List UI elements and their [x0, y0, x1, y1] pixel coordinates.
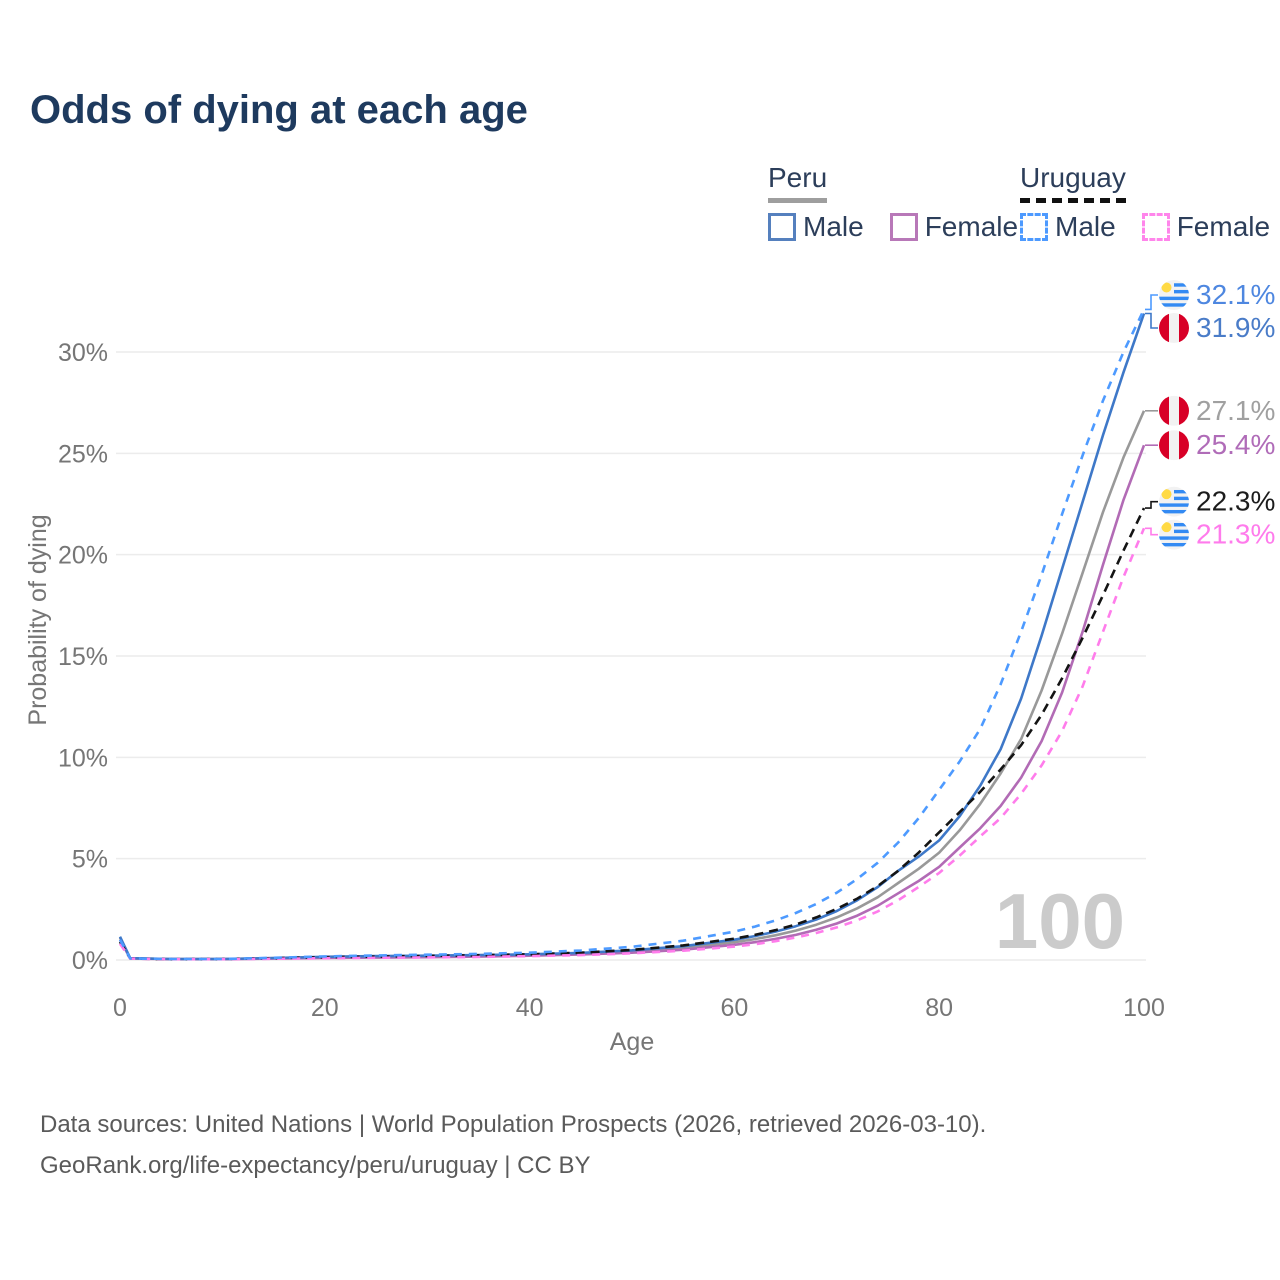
end-label-peru: 27.1% [1145, 395, 1275, 426]
x-tick-label: 40 [516, 994, 544, 1022]
end-label-value: 31.9% [1196, 312, 1275, 343]
series-line-peru-female[interactable] [118, 444, 1146, 961]
legend-group-uruguay: Uruguay Male Female [1020, 162, 1270, 243]
y-tick-label: 10% [58, 744, 108, 772]
data-sources-text: Data sources: United Nations | World Pop… [40, 1111, 987, 1138]
x-tick-label: 80 [925, 994, 953, 1022]
end-label-value: 27.1% [1196, 395, 1275, 426]
page-title: Odds of dying at each age [30, 88, 528, 132]
peru-male-swatch-icon [768, 213, 796, 241]
x-tick-label: 20 [311, 994, 339, 1022]
legend-item-uruguay-male[interactable]: Male [1020, 211, 1116, 243]
end-label-peru-female: 25.4% [1145, 429, 1275, 461]
y-axis-title: Probability of dying [24, 514, 52, 725]
uruguay-female-swatch-icon [1141, 213, 1170, 241]
end-label-peru-male: 31.9% [1145, 312, 1275, 343]
legend-item-uruguay-female[interactable]: Female [1141, 211, 1271, 243]
y-tick-label: 20% [58, 542, 108, 570]
legend-item-peru-female[interactable]: Female [889, 211, 1019, 243]
legend-label: Female [924, 211, 1019, 242]
label-connector [1145, 312, 1158, 329]
legend-label: Male [803, 211, 864, 242]
legend-country-peru[interactable]: Peru [768, 162, 828, 203]
end-label-value: 21.3% [1196, 519, 1275, 550]
y-tick-label: 0% [72, 947, 108, 975]
x-tick-label: 0 [113, 994, 127, 1022]
peru-flag-icon [1159, 395, 1189, 426]
x-tick-label: 100 [1123, 994, 1165, 1022]
legend-label: Female [1176, 211, 1271, 242]
peru-female-swatch-icon [889, 213, 918, 241]
y-tick-label: 15% [58, 643, 108, 671]
series-line-uruguay-male[interactable] [118, 308, 1146, 961]
uruguay-male-swatch-icon [1020, 213, 1048, 241]
label-connector [1145, 527, 1158, 536]
peru-flag-icon [1159, 312, 1189, 343]
y-tick-label: 25% [58, 440, 108, 468]
x-tick-label: 60 [720, 994, 748, 1022]
uruguay-flag-icon [1159, 486, 1189, 517]
legend-item-peru-male[interactable]: Male [768, 211, 864, 243]
series-line-uruguay-female[interactable] [118, 527, 1146, 961]
y-tick-label: 30% [58, 339, 108, 367]
end-label-value: 22.3% [1196, 486, 1275, 517]
series-line-peru-male[interactable] [118, 313, 1146, 961]
legend-country-uruguay[interactable]: Uruguay [1020, 162, 1126, 203]
end-label-uruguay-male: 32.1% [1145, 279, 1275, 311]
end-label-value: 32.1% [1196, 279, 1275, 310]
end-label-uruguay: 22.3% [1145, 486, 1275, 517]
legend-label: Male [1055, 211, 1116, 242]
series-line-uruguay[interactable] [118, 507, 1146, 961]
label-connector [1145, 500, 1158, 509]
attribution-text: GeoRank.org/life-expectancy/peru/uruguay… [40, 1152, 591, 1179]
y-tick-label: 5% [72, 846, 108, 874]
label-connector [1145, 294, 1158, 311]
series-line-peru[interactable] [118, 410, 1146, 961]
uruguay-flag-icon [1159, 279, 1189, 310]
end-label-value: 25.4% [1196, 429, 1275, 460]
legend-group-peru: Peru Male Female [768, 162, 1018, 243]
peru-flag-icon [1159, 430, 1189, 461]
x-axis-title: Age [610, 1028, 654, 1056]
uruguay-flag-icon [1159, 519, 1189, 550]
hover-age-watermark: 100 [995, 877, 1125, 965]
end-label-uruguay-female: 21.3% [1145, 519, 1275, 550]
footer: Data sources: United Nations | World Pop… [40, 1104, 986, 1186]
